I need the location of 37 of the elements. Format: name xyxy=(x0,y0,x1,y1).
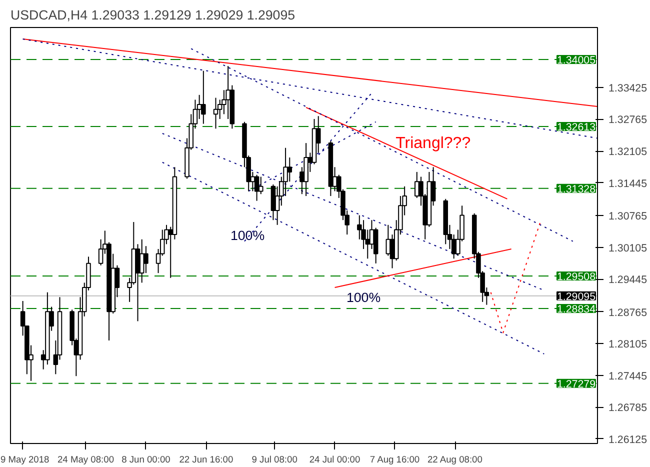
ref-line-label: 1.28834 xyxy=(556,303,596,316)
candlestick xyxy=(258,176,264,195)
candlestick xyxy=(287,157,292,182)
x-tick-label: 8 Jun 00:00 xyxy=(122,454,170,464)
y-tick-label: 1.32765 xyxy=(608,114,648,126)
ref-line-label: 1.29095 xyxy=(556,290,596,303)
ref-line-label: 1.29508 xyxy=(556,271,596,284)
x-tick-label: 9 Jul 08:00 xyxy=(252,454,298,464)
candlestick xyxy=(213,97,218,130)
x-tick-label: 24 Jul 00:00 xyxy=(309,454,360,464)
y-tick-label: 1.31445 xyxy=(608,178,648,190)
y-tick-label: 1.29445 xyxy=(608,274,648,286)
x-tick-label: 9 May 2018 xyxy=(0,454,50,464)
candlestick xyxy=(144,246,148,274)
y-tick-label: 1.30765 xyxy=(608,210,648,223)
ref-line-label: 1.32613 xyxy=(556,122,596,134)
y-tick-label: 1.32105 xyxy=(608,146,648,158)
annotation: 100% xyxy=(346,290,381,305)
y-tick-label: 1.26125 xyxy=(608,434,648,446)
y-tick-label: 1.27445 xyxy=(608,370,648,382)
ref-line-label: 1.27279 xyxy=(556,378,596,390)
x-tick-label: 24 May 08:00 xyxy=(57,454,114,464)
ref-line-label: 1.31328 xyxy=(556,183,596,196)
y-tick-label: 1.33425 xyxy=(608,82,648,94)
y-tick-label: 1.28765 xyxy=(608,306,648,319)
annotation: 100% xyxy=(230,228,265,243)
y-tick-label: 1.26785 xyxy=(608,402,648,414)
candlestick xyxy=(254,174,260,202)
y-tick-label: 1.30105 xyxy=(608,242,648,254)
x-tick-label: 22 Jun 16:00 xyxy=(179,454,234,464)
ref-line-label: 1.34005 xyxy=(556,54,596,67)
annotation: Triangl??? xyxy=(396,135,471,152)
chart-title: USDCAD,H4 1.29033 1.29129 1.29029 1.29095 xyxy=(10,8,296,22)
x-tick-label: 22 Aug 08:00 xyxy=(427,454,482,464)
y-tick-label: 1.28105 xyxy=(608,338,648,351)
candlestick xyxy=(201,70,206,124)
x-tick-label: 7 Aug 16:00 xyxy=(370,454,420,464)
